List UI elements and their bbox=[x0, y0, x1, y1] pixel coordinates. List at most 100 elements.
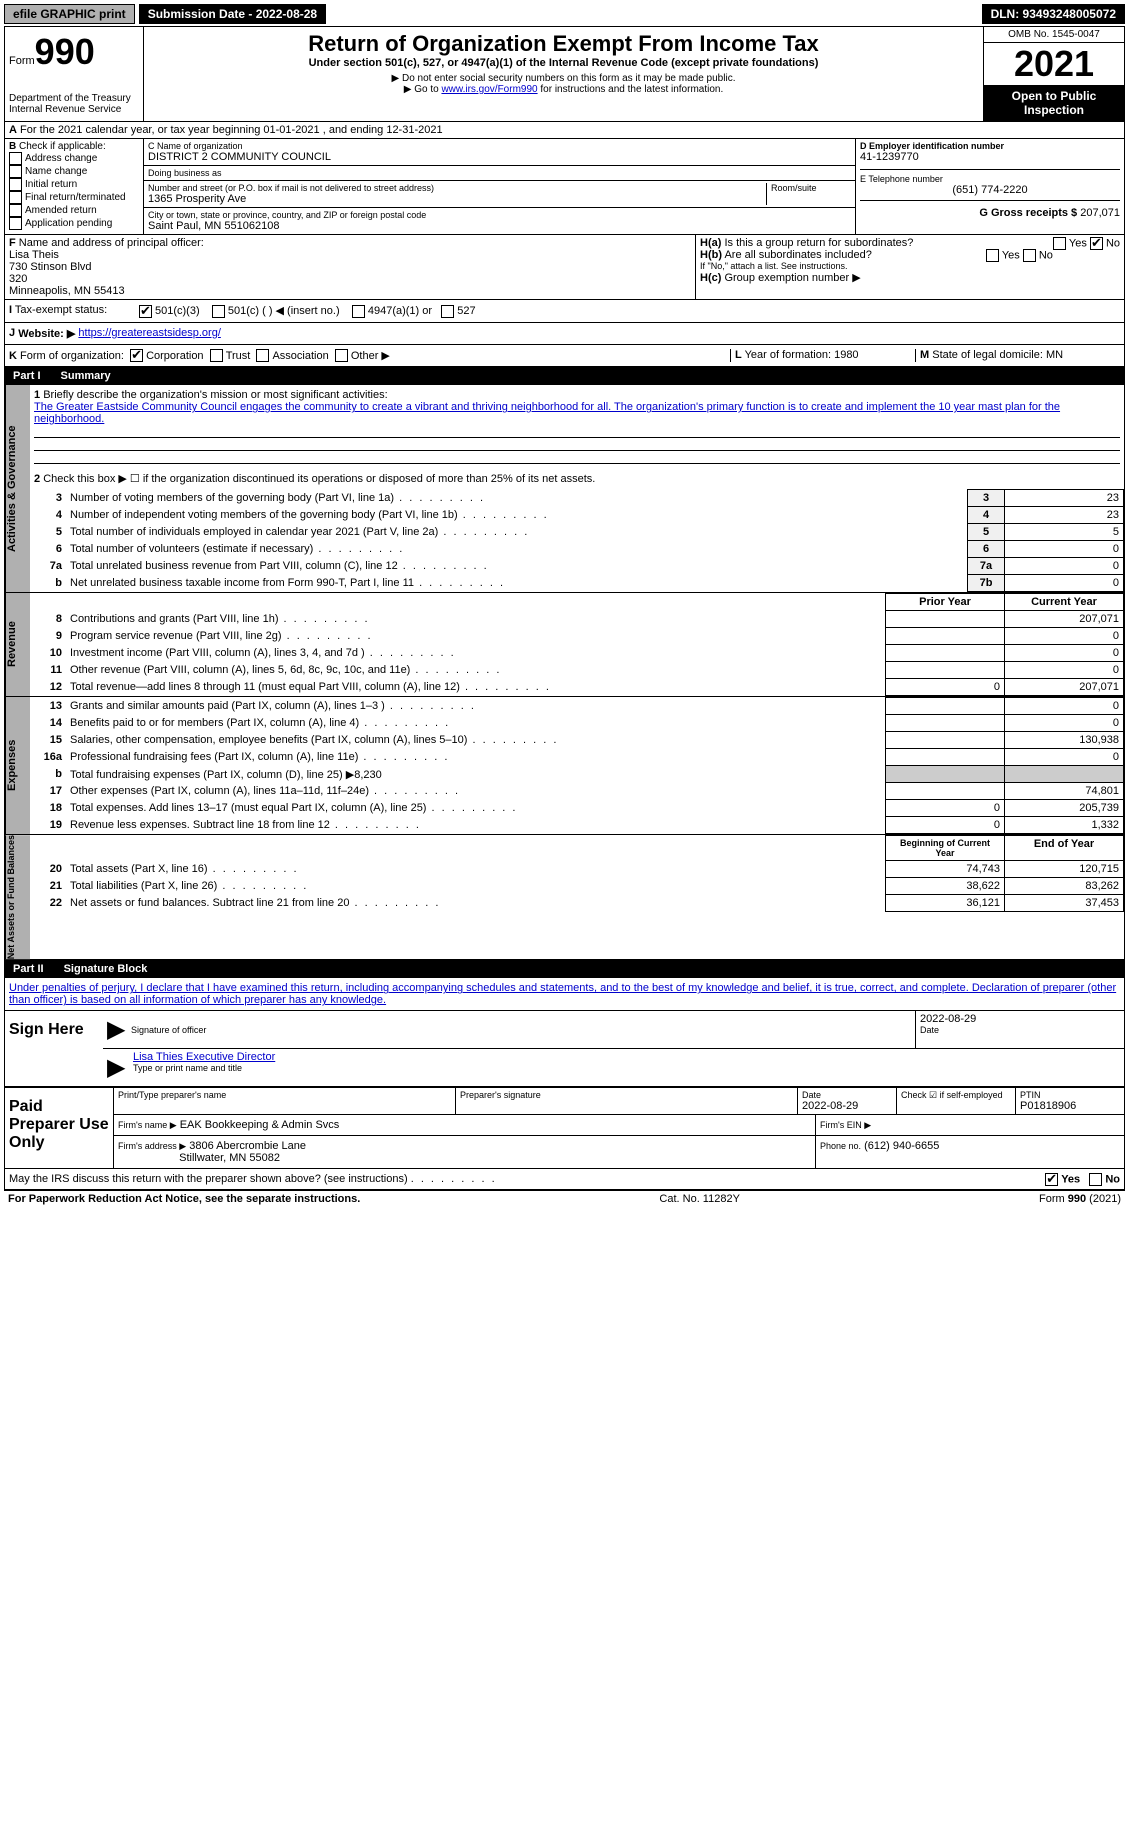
firm-addr1: 3806 Abercrombie Lane bbox=[189, 1140, 306, 1152]
hb-note: If "No," attach a list. See instructions… bbox=[700, 261, 1120, 271]
hb-text: Are all subordinates included? bbox=[724, 249, 871, 261]
checkbox-address-change[interactable] bbox=[9, 152, 22, 165]
part2-title: Part II bbox=[13, 963, 44, 975]
tel-label: E Telephone number bbox=[860, 174, 1120, 184]
state-domicile: MN bbox=[1046, 349, 1063, 361]
footer-left: For Paperwork Reduction Act Notice, see … bbox=[8, 1193, 360, 1205]
footer-right: Form 990 (2021) bbox=[1039, 1193, 1121, 1205]
cb-other[interactable] bbox=[335, 349, 348, 362]
officer-addr2: 320 bbox=[9, 273, 27, 285]
col-end: End of Year bbox=[1005, 836, 1124, 861]
section-bcd: B Check if applicable: Address change Na… bbox=[5, 139, 1124, 235]
row-j: J Website: ▶ https://greatereastsidesp.o… bbox=[5, 323, 1124, 345]
hc-text: Group exemption number ▶ bbox=[724, 272, 860, 284]
sig-officer-label: Signature of officer bbox=[131, 1025, 915, 1035]
footer-mid: Cat. No. 11282Y bbox=[659, 1193, 740, 1205]
street-address: 1365 Prosperity Ave bbox=[148, 193, 766, 205]
firm-ein-label: Firm's EIN ▶ bbox=[820, 1120, 871, 1130]
irs-link[interactable]: www.irs.gov/Form990 bbox=[441, 84, 537, 95]
revenue-section: Revenue Prior Year Current Year 8 Contri… bbox=[5, 593, 1124, 697]
prep-date-value: 2022-08-29 bbox=[802, 1100, 892, 1112]
sig-date-label: Date bbox=[920, 1025, 1120, 1035]
f-name-label: Name and address of principal officer: bbox=[19, 237, 204, 249]
org-name: DISTRICT 2 COMMUNITY COUNCIL bbox=[148, 151, 851, 163]
hb-yes[interactable] bbox=[986, 249, 999, 262]
ha-no-label: No bbox=[1106, 237, 1120, 249]
i-label: I bbox=[9, 304, 12, 316]
b-opt-0: Address change bbox=[25, 153, 97, 164]
cb-527[interactable] bbox=[441, 305, 454, 318]
ptin-label: PTIN bbox=[1020, 1090, 1120, 1100]
b-opt-1: Name change bbox=[25, 166, 87, 177]
ha-yes[interactable] bbox=[1053, 237, 1066, 250]
col-c: C Name of organization DISTRICT 2 COMMUN… bbox=[144, 139, 855, 234]
expenses-table: 13 Grants and similar amounts paid (Part… bbox=[30, 697, 1124, 834]
checkbox-amended[interactable] bbox=[9, 204, 22, 217]
form-header: Form990 Department of the Treasury Inter… bbox=[5, 27, 1124, 122]
tab-expenses: Expenses bbox=[5, 697, 30, 834]
discuss-no[interactable] bbox=[1089, 1173, 1102, 1186]
checkbox-initial-return[interactable] bbox=[9, 178, 22, 191]
k-opt-3: Other ▶ bbox=[351, 350, 390, 362]
cb-501c[interactable] bbox=[212, 305, 225, 318]
cb-trust[interactable] bbox=[210, 349, 223, 362]
goto-post: for instructions and the latest informat… bbox=[538, 84, 724, 95]
tel-value: (651) 774-2220 bbox=[860, 184, 1120, 196]
discuss-yes-label: Yes bbox=[1061, 1174, 1080, 1186]
year-formation: 1980 bbox=[834, 349, 858, 361]
checkbox-app-pending[interactable] bbox=[9, 217, 22, 230]
sign-here-block: Sign Here ▶ Signature of officer 2022-08… bbox=[5, 1011, 1124, 1088]
col-b: B Check if applicable: Address change Na… bbox=[5, 139, 144, 234]
hb-no[interactable] bbox=[1023, 249, 1036, 262]
website-link[interactable]: https://greatereastsidesp.org/ bbox=[78, 327, 220, 340]
form-number: 990 bbox=[35, 31, 95, 72]
dln-label: DLN: 93493248005072 bbox=[982, 4, 1125, 24]
mission-text: The Greater Eastside Community Council e… bbox=[34, 401, 1060, 425]
l-text: Year of formation: bbox=[745, 349, 831, 361]
line1-text: Briefly describe the organization's miss… bbox=[43, 389, 387, 401]
discuss-yes[interactable] bbox=[1045, 1173, 1058, 1186]
i-opt-0: 501(c)(3) bbox=[155, 305, 200, 317]
phone-value: (612) 940-6655 bbox=[864, 1140, 939, 1152]
paid-preparer-block: Paid Preparer Use Only Print/Type prepar… bbox=[5, 1088, 1124, 1169]
cb-501c3[interactable] bbox=[139, 305, 152, 318]
officer-addr1: 730 Stinson Blvd bbox=[9, 261, 92, 273]
ssn-warning: ▶ Do not enter social security numbers o… bbox=[148, 73, 979, 84]
section-fh: F Name and address of principal officer:… bbox=[5, 235, 1124, 300]
check-self-employed: Check ☑ if self-employed bbox=[896, 1088, 1015, 1114]
cb-corp[interactable] bbox=[130, 349, 143, 362]
j-label: J bbox=[9, 327, 15, 340]
sig-arrow-icon: ▶ bbox=[103, 1011, 131, 1048]
phone-label: Phone no. bbox=[820, 1141, 861, 1151]
part2-subtitle: Signature Block bbox=[64, 963, 148, 975]
k-opt-2: Association bbox=[272, 350, 328, 362]
j-text: Website: ▶ bbox=[18, 327, 75, 340]
row-a-text: For the 2021 calendar year, or tax year … bbox=[20, 124, 443, 136]
k-label: K bbox=[9, 350, 17, 362]
prep-name-label: Print/Type preparer's name bbox=[118, 1090, 451, 1100]
discuss-text: May the IRS discuss this return with the… bbox=[9, 1173, 408, 1185]
checkbox-name-change[interactable] bbox=[9, 165, 22, 178]
l-label: L bbox=[735, 349, 742, 361]
row-a: A For the 2021 calendar year, or tax yea… bbox=[5, 122, 1124, 139]
ha-no[interactable] bbox=[1090, 237, 1103, 250]
gross-label: G Gross receipts $ bbox=[979, 207, 1077, 219]
cb-4947[interactable] bbox=[352, 305, 365, 318]
goto-pre: ▶ Go to bbox=[404, 84, 442, 95]
part2-header: Part II Signature Block bbox=[5, 960, 1124, 978]
officer-name: Lisa Theis bbox=[9, 249, 59, 261]
i-opt-3: 527 bbox=[457, 305, 475, 317]
ein-value: 41-1239770 bbox=[860, 151, 1120, 163]
i-text: Tax-exempt status: bbox=[15, 304, 107, 316]
netassets-section: Net Assets or Fund Balances Beginning of… bbox=[5, 835, 1124, 960]
ein-label: D Employer identification number bbox=[860, 141, 1120, 151]
ha-text: Is this a group return for subordinates? bbox=[724, 237, 913, 249]
cb-assoc[interactable] bbox=[256, 349, 269, 362]
checkbox-final-return[interactable] bbox=[9, 191, 22, 204]
form-title: Return of Organization Exempt From Incom… bbox=[148, 31, 979, 57]
omb-number: OMB No. 1545-0047 bbox=[984, 27, 1124, 43]
hb-yes-label: Yes bbox=[1002, 249, 1020, 261]
b-opt-4: Amended return bbox=[25, 205, 97, 216]
gross-value: 207,071 bbox=[1080, 207, 1120, 219]
m-label: M bbox=[920, 349, 929, 361]
